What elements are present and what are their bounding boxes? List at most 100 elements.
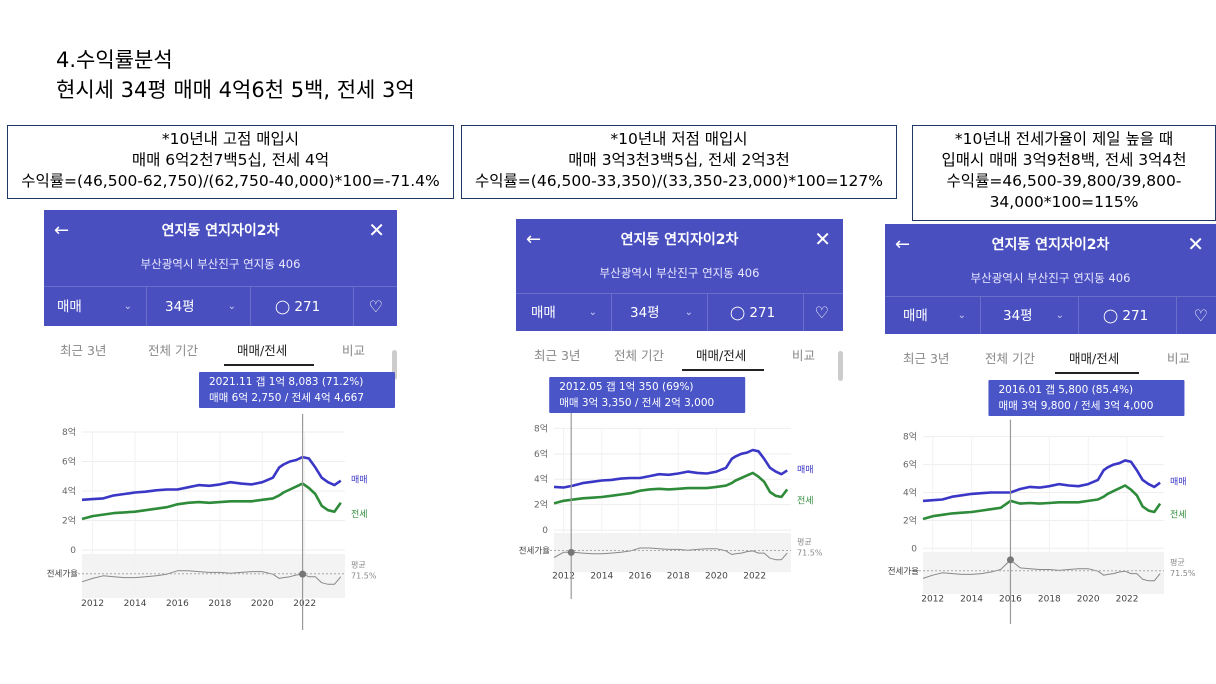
- comment-icon: ◯: [275, 299, 291, 315]
- price-chart-2: 0 2억 4억 6억 8억 2012 2014 2016 2018 2020 2022 매매전세전세가…: [519, 377, 823, 599]
- x-tick-label: 2014: [590, 571, 613, 581]
- app-header: ← 연지동 연지자이2차 ✕ 부산광역시 부산진구 연지동 406 매매 ⌄ 34…: [885, 224, 1216, 335]
- tab-recent-3y[interactable]: 최근 3년: [60, 343, 107, 358]
- comments-button[interactable]: ◯ 271: [708, 294, 804, 332]
- tab-sale-jeonse[interactable]: 매매/전세: [237, 343, 288, 358]
- bell-icon[interactable]: ♡: [1193, 306, 1208, 325]
- x-tick-label: 2012: [921, 594, 944, 604]
- address: 부산광역시 부산진구 연지동 406: [970, 271, 1131, 285]
- sale-price-line: [81, 455, 342, 502]
- complex-title: 연지동 연지자이2차: [620, 232, 739, 248]
- close-icon[interactable]: ✕: [1187, 232, 1204, 256]
- jeonse-price-line: [553, 471, 789, 505]
- filter-row: 매매 ⌄ 34평 ⌄ ◯ 271 ♡: [885, 296, 1216, 335]
- y-tick-label: 4억: [62, 485, 76, 497]
- size-select[interactable]: 34평 ⌄: [147, 287, 251, 327]
- x-tick-label: 2014: [124, 599, 147, 609]
- size-select[interactable]: 34평 ⌄: [981, 297, 1079, 335]
- deal-type-select[interactable]: 매매 ⌄: [516, 294, 612, 332]
- tooltip-box: [549, 377, 746, 413]
- comment-count: 271: [294, 299, 321, 315]
- tab-compare[interactable]: 비교: [792, 348, 816, 363]
- tab-recent-3y[interactable]: 최근 3년: [534, 348, 581, 363]
- x-tick-label: 2014: [960, 594, 983, 604]
- size-label: 34평: [1003, 308, 1033, 324]
- x-tick-label: 2018: [1038, 594, 1061, 604]
- close-icon[interactable]: ✕: [814, 227, 831, 251]
- complex-title: 연지동 연지자이2차: [161, 223, 280, 239]
- tab-compare[interactable]: 비교: [342, 343, 366, 358]
- average-value: 71.5%: [797, 549, 823, 558]
- bell-icon[interactable]: ♡: [368, 297, 383, 316]
- note-box-high: *10년내 고점 매입시 매매 6억2천7백5십, 전세 4억 수익률=(46,…: [7, 125, 454, 199]
- note-line: 수익률=46,500-39,800/39,800-: [946, 172, 1182, 190]
- note-line: *10년내 전세가율이 제일 높을 때: [954, 130, 1174, 148]
- chevron-down-icon: ⌄: [1055, 310, 1064, 321]
- size-select[interactable]: 34평 ⌄: [612, 294, 708, 332]
- note-line: 매매 3억3천3백5십, 전세 2억3천: [568, 151, 790, 169]
- active-tab-indicator: [682, 369, 764, 371]
- active-tab-indicator: [224, 364, 314, 366]
- average-value: 71.5%: [1170, 569, 1196, 578]
- jeonse-ratio-line: [922, 559, 1161, 582]
- sale-price-line: [922, 459, 1161, 503]
- legend-jeonse: 전세: [797, 495, 814, 506]
- tab-all-period[interactable]: 전체 기간: [148, 343, 198, 358]
- close-icon[interactable]: ✕: [368, 218, 385, 242]
- app-header: ← 연지동 연지자이2차 ✕ 부산광역시 부산진구 연지동 406 매매 ⌄ 34…: [516, 219, 843, 332]
- average-label: 평균: [797, 537, 812, 547]
- tooltip-line-1: 2016.01 갭 5,800 (85.4%): [998, 384, 1133, 396]
- tab-recent-3y[interactable]: 최근 3년: [903, 351, 950, 366]
- y-tick-label: 2억: [62, 515, 76, 527]
- deal-type-select[interactable]: 매매 ⌄: [44, 287, 147, 327]
- ratio-label: 전세가율: [47, 569, 78, 580]
- active-tab-indicator: [1055, 372, 1139, 374]
- tooltip-line-2: 매매 3억 9,800 / 전세 3억 4,000: [998, 400, 1153, 412]
- x-tick-label: 2022: [743, 571, 766, 581]
- deal-type-label: 매매: [57, 299, 82, 315]
- size-label: 34평: [165, 299, 195, 315]
- x-tick-label: 2020: [705, 571, 728, 581]
- period-tabs: 최근 3년 전체 기간 매매/전세 비교: [516, 331, 843, 375]
- scrollbar[interactable]: [392, 350, 397, 380]
- app-header: ← 연지동 연지자이2차 ✕ 부산광역시 부산진구 연지동 406 매매 ⌄ 34…: [44, 210, 397, 327]
- ratio-label: 전세가율: [888, 566, 919, 577]
- tab-all-period[interactable]: 전체 기간: [985, 351, 1035, 366]
- average-label: 평균: [351, 560, 366, 570]
- complex-title: 연지동 연지자이2차: [991, 237, 1110, 253]
- x-tick-label: 2020: [1077, 594, 1100, 604]
- tooltip-box: [988, 380, 1185, 416]
- tab-compare[interactable]: 비교: [1167, 351, 1191, 366]
- deal-type-select[interactable]: 매매 ⌄: [885, 297, 981, 335]
- scrollbar[interactable]: [838, 351, 843, 381]
- y-tick-label: 0: [911, 544, 917, 554]
- legend-jeonse: 전세: [351, 509, 368, 520]
- tab-sale-jeonse[interactable]: 매매/전세: [1069, 351, 1120, 366]
- chevron-down-icon: ⌄: [588, 307, 597, 318]
- x-tick-label: 2012: [81, 599, 104, 609]
- chevron-down-icon: ⌄: [227, 301, 236, 312]
- x-tick-label: 2018: [667, 571, 690, 581]
- note-line: 34,000*100=115%: [989, 193, 1139, 211]
- comments-button[interactable]: ◯ 271: [251, 287, 354, 327]
- tab-all-period[interactable]: 전체 기간: [614, 348, 664, 363]
- legend-sale: 매매: [351, 475, 368, 486]
- tooltip-line-1: 2021.11 갭 1억 8,083 (71.2%): [209, 376, 363, 388]
- tooltip-line-2: 매매 3억 3,350 / 전세 2억 3,000: [559, 397, 714, 409]
- x-tick-label: 2022: [1116, 594, 1139, 604]
- note-line: *10년내 고점 매입시: [161, 130, 300, 148]
- y-tick-label: 0: [542, 526, 548, 536]
- back-arrow-icon[interactable]: ←: [526, 229, 542, 250]
- period-tabs: 최근 3년 전체 기간 매매/전세 비교: [44, 326, 397, 370]
- tab-sale-jeonse[interactable]: 매매/전세: [696, 348, 747, 363]
- y-tick-label: 8억: [534, 422, 548, 434]
- ratio-band: [923, 551, 1164, 595]
- comment-count: 271: [749, 305, 776, 321]
- bell-icon[interactable]: ♡: [814, 303, 829, 322]
- app-panel-1: ← 연지동 연지자이2차 ✕ 부산광역시 부산진구 연지동 406 매매 ⌄ 34…: [44, 210, 397, 630]
- back-arrow-icon[interactable]: ←: [895, 234, 911, 255]
- back-arrow-icon[interactable]: ←: [54, 220, 70, 241]
- ratio-label: 전세가율: [519, 546, 550, 557]
- comments-button[interactable]: ◯ 271: [1079, 297, 1177, 335]
